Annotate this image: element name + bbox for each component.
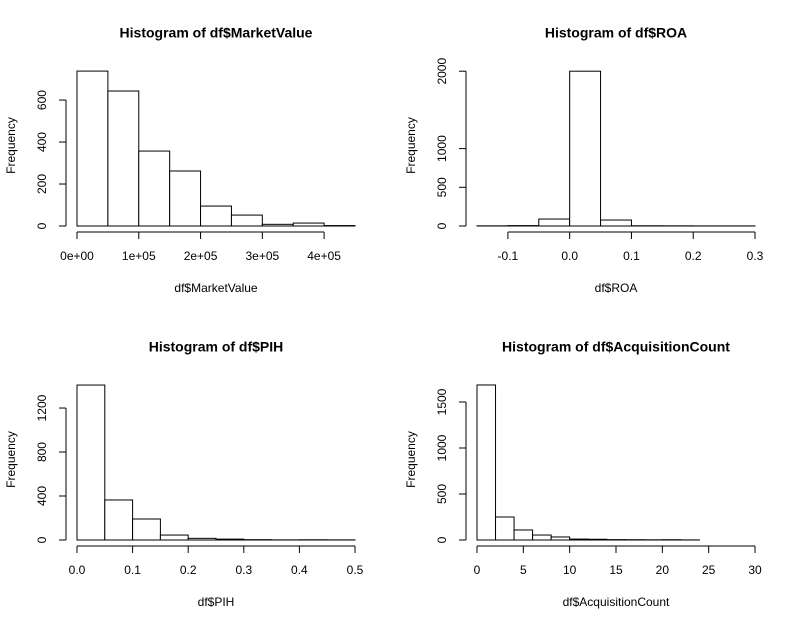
x-tick-label: 15	[609, 563, 623, 577]
bar	[587, 538, 608, 541]
x-tick-label: 0.3	[747, 249, 764, 263]
y-tick-label: 400	[35, 132, 49, 152]
bar	[538, 218, 571, 227]
bar	[230, 214, 263, 227]
y-axis-label: Frequency	[4, 117, 18, 174]
bar	[187, 537, 217, 541]
y-tick-label: 600	[35, 90, 49, 110]
x-axis-label: df$ROA	[595, 281, 638, 295]
x-tick-label: 3e+05	[245, 249, 279, 263]
y-tick-label: 1000	[435, 434, 449, 461]
bar	[495, 516, 515, 541]
x-tick-label: 0.0	[561, 249, 578, 263]
chart-title: Histogram of df$AcquisitionCount	[502, 339, 730, 355]
y-axis-label: Frequency	[404, 431, 418, 488]
y-tick-label: 500	[435, 177, 449, 197]
x-tick-label: 5	[520, 563, 527, 577]
y-tick-label: 0	[35, 536, 49, 543]
bar	[76, 70, 109, 227]
x-tick-label: 1e+05	[122, 249, 156, 263]
x-tick-label: 10	[563, 563, 577, 577]
y-tick-label: 200	[35, 174, 49, 194]
x-tick-label: 0.2	[180, 563, 197, 577]
bar	[569, 538, 589, 541]
y-tick-label: 1200	[35, 394, 49, 421]
y-tick-label: 0	[35, 222, 49, 229]
y-tick-label: 0	[435, 536, 449, 543]
bar	[513, 529, 534, 541]
bar	[569, 70, 602, 227]
bar	[476, 384, 497, 541]
bar	[159, 534, 189, 541]
bar	[104, 499, 134, 541]
x-tick-label: 20	[656, 563, 670, 577]
bar	[215, 538, 245, 541]
bar	[76, 384, 106, 541]
y-axis-label: Frequency	[404, 117, 418, 174]
bar	[292, 222, 325, 227]
bar	[132, 518, 161, 541]
y-tick-label: 0	[435, 222, 449, 229]
x-tick-label: 0e+00	[60, 249, 94, 263]
y-tick-label: 2000	[435, 58, 449, 85]
bar	[532, 534, 552, 541]
chart-title: Histogram of df$MarketValue	[120, 25, 313, 41]
bar	[200, 205, 232, 227]
x-tick-label: 0.3	[235, 563, 252, 577]
x-tick-label: 2e+05	[184, 249, 218, 263]
y-axis-label: Frequency	[4, 431, 18, 488]
bar	[550, 536, 571, 541]
x-tick-label: 0.1	[124, 563, 141, 577]
y-tick-label: 1000	[435, 135, 449, 162]
x-tick-label: -0.1	[498, 249, 519, 263]
x-tick-label: 0.0	[69, 563, 86, 577]
chart-title: Histogram of df$ROA	[545, 25, 687, 41]
chart-title: Histogram of df$PIH	[149, 339, 284, 355]
x-axis-label: df$AcquisitionCount	[563, 595, 670, 609]
x-tick-label: 0.4	[291, 563, 308, 577]
bar	[600, 219, 632, 227]
bar	[107, 90, 140, 227]
bar	[169, 170, 202, 227]
x-tick-label: 0	[474, 563, 481, 577]
y-tick-label: 1500	[435, 388, 449, 415]
x-tick-label: 0.2	[685, 249, 702, 263]
x-tick-label: 0.5	[347, 563, 364, 577]
x-tick-label: 25	[702, 563, 716, 577]
x-axis-label: df$MarketValue	[174, 281, 257, 295]
y-tick-label: 800	[35, 442, 49, 462]
bar	[261, 223, 294, 227]
x-tick-label: 0.1	[623, 249, 640, 263]
x-tick-label: 4e+05	[307, 249, 341, 263]
y-tick-label: 500	[435, 484, 449, 504]
x-tick-label: 30	[748, 563, 762, 577]
bar	[138, 150, 171, 227]
y-tick-label: 400	[35, 486, 49, 506]
x-axis-label: df$PIH	[198, 595, 235, 609]
